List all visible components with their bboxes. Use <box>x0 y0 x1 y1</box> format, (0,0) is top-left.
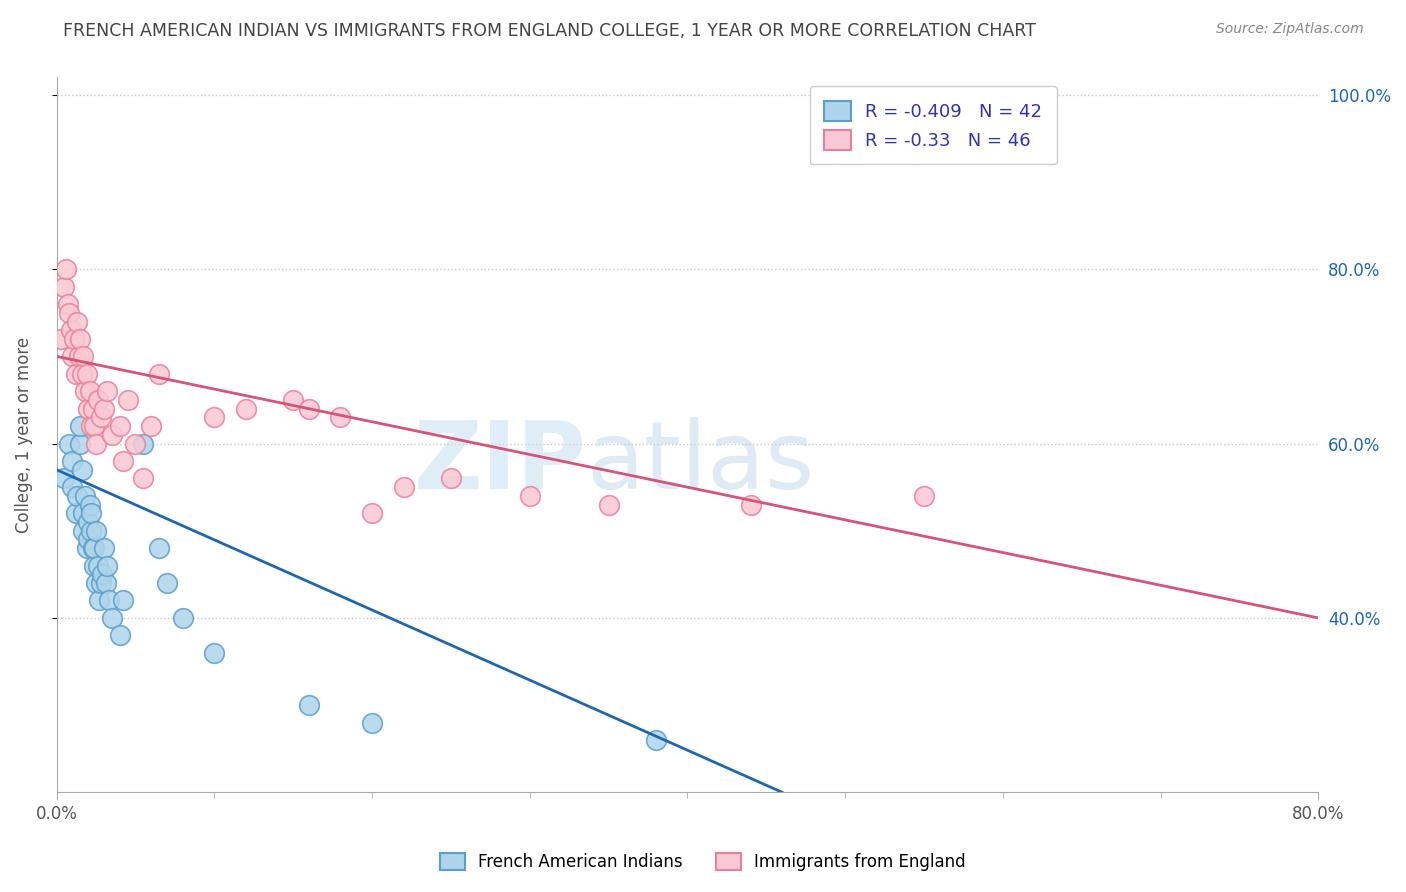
Point <box>77 401 100 416</box>
Point <box>53 471 76 485</box>
Point <box>148 541 170 556</box>
Point <box>283 392 305 407</box>
Point <box>59 323 82 337</box>
Legend: French American Indians, Immigrants from England: French American Indians, Immigrants from… <box>432 845 974 880</box>
Point <box>132 436 155 450</box>
Point <box>202 646 225 660</box>
Point <box>440 471 463 485</box>
Point <box>73 489 96 503</box>
Point <box>72 506 94 520</box>
Point <box>90 576 112 591</box>
Point <box>51 332 73 346</box>
Point <box>72 524 94 538</box>
Text: FRENCH AMERICAN INDIAN VS IMMIGRANTS FROM ENGLAND COLLEGE, 1 YEAR OR MORE CORREL: FRENCH AMERICAN INDIAN VS IMMIGRANTS FRO… <box>63 22 1036 40</box>
Point <box>89 593 111 607</box>
Point <box>55 262 77 277</box>
Point <box>83 558 105 573</box>
Point <box>172 611 194 625</box>
Text: Source: ZipAtlas.com: Source: ZipAtlas.com <box>1216 22 1364 37</box>
Point <box>60 480 83 494</box>
Point <box>56 297 79 311</box>
Point <box>148 367 170 381</box>
Point <box>97 593 120 607</box>
Point <box>77 515 100 529</box>
Point <box>77 533 100 547</box>
Point <box>235 401 257 416</box>
Point <box>80 524 103 538</box>
Point <box>912 489 935 503</box>
Point <box>84 576 107 591</box>
Point <box>392 480 415 494</box>
Point <box>202 410 225 425</box>
Point <box>80 506 103 520</box>
Point <box>108 628 131 642</box>
Point <box>96 384 118 399</box>
Point <box>117 392 139 407</box>
Point <box>93 401 115 416</box>
Point <box>72 350 94 364</box>
Point <box>53 279 76 293</box>
Point <box>79 498 101 512</box>
Point <box>298 401 321 416</box>
Point <box>124 436 146 450</box>
Point <box>84 524 107 538</box>
Point <box>83 541 105 556</box>
Point <box>329 410 352 425</box>
Point <box>65 367 87 381</box>
Point <box>58 306 80 320</box>
Point <box>598 498 620 512</box>
Point <box>82 401 104 416</box>
Point <box>66 314 89 328</box>
Point <box>101 428 124 442</box>
Point <box>65 506 87 520</box>
Point <box>86 392 108 407</box>
Point <box>361 715 384 730</box>
Point <box>141 419 163 434</box>
Point <box>361 506 384 520</box>
Point <box>66 489 89 503</box>
Point <box>96 558 118 573</box>
Point <box>94 576 117 591</box>
Point <box>69 419 91 434</box>
Point <box>80 419 103 434</box>
Point <box>73 384 96 399</box>
Legend: R = -0.409   N = 42, R = -0.33   N = 46: R = -0.409 N = 42, R = -0.33 N = 46 <box>810 87 1057 164</box>
Point <box>79 384 101 399</box>
Point <box>67 350 90 364</box>
Point <box>90 410 112 425</box>
Point <box>111 454 134 468</box>
Point <box>93 541 115 556</box>
Point <box>60 350 83 364</box>
Point <box>69 436 91 450</box>
Point <box>60 454 83 468</box>
Point <box>84 436 107 450</box>
Point <box>58 436 80 450</box>
Point <box>70 463 93 477</box>
Point <box>519 489 541 503</box>
Point <box>108 419 131 434</box>
Point <box>76 541 98 556</box>
Point <box>298 698 321 712</box>
Y-axis label: College, 1 year or more: College, 1 year or more <box>15 337 32 533</box>
Point <box>156 576 179 591</box>
Point <box>76 367 98 381</box>
Point <box>86 558 108 573</box>
Point <box>740 498 762 512</box>
Point <box>91 567 114 582</box>
Point <box>111 593 134 607</box>
Text: ZIP: ZIP <box>413 417 586 509</box>
Point <box>69 332 91 346</box>
Point <box>83 419 105 434</box>
Point <box>82 541 104 556</box>
Text: atlas: atlas <box>586 417 814 509</box>
Point <box>101 611 124 625</box>
Point <box>132 471 155 485</box>
Point <box>645 733 668 747</box>
Point <box>63 332 86 346</box>
Point <box>70 367 93 381</box>
